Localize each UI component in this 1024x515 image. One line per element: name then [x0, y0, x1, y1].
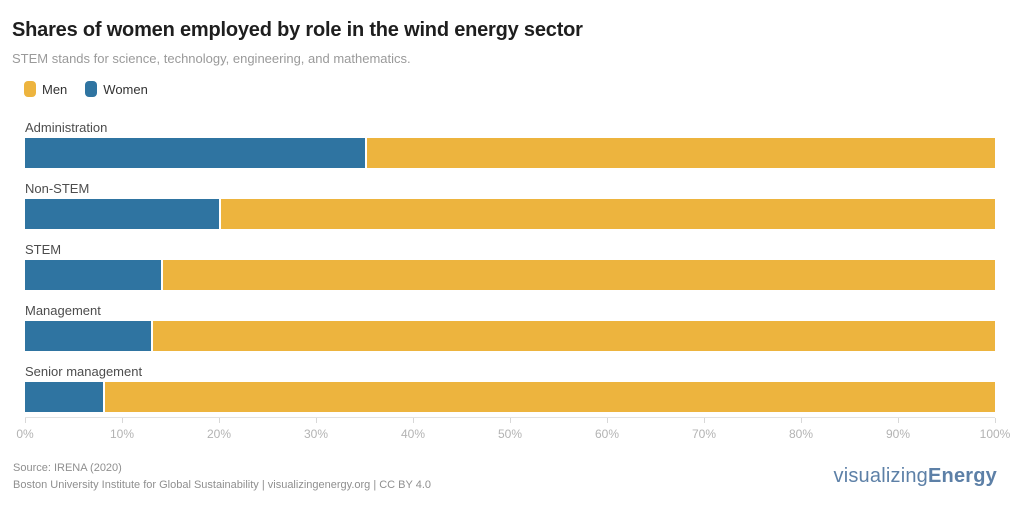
logo-text-normal: visualizing [833, 465, 928, 487]
axis-tick-label: 100% [979, 427, 1011, 441]
legend: Men Women [24, 81, 1024, 97]
axis-tick-label: 20% [206, 427, 232, 441]
source-note: Source: IRENA (2020) [13, 462, 122, 474]
chart-row: Senior management [25, 364, 995, 412]
stacked-bar [25, 260, 995, 290]
bar-segment-men [364, 138, 995, 168]
legend-label: Men [42, 81, 68, 97]
stacked-bar [25, 321, 995, 351]
page-subtitle: STEM stands for science, technology, eng… [12, 51, 411, 66]
axis-tick [801, 418, 802, 423]
axis-tick [898, 418, 899, 423]
bar-segment-women [25, 199, 219, 229]
axis-tick [995, 418, 996, 423]
axis-tick-label: 0% [16, 427, 34, 441]
bar-label: Management [25, 303, 101, 318]
axis-tick [25, 418, 26, 423]
visualizing-energy-logo: visualizingEnergy [834, 465, 997, 488]
chart-header: Shares of women employed by role in the … [0, 0, 1024, 66]
bar-label: Administration [25, 120, 108, 135]
bar-segment-women [25, 138, 365, 168]
axis-tick [316, 418, 317, 423]
chart-row: STEM [25, 242, 995, 290]
stacked-bar [25, 138, 995, 168]
axis-tick-label: 60% [594, 427, 620, 441]
legend-label: Women [103, 81, 148, 97]
axis-tick [413, 418, 414, 423]
axis-tick [219, 418, 220, 423]
axis-tick-label: 40% [400, 427, 426, 441]
axis-tick-label: 10% [109, 427, 135, 441]
bar-label: Senior management [25, 364, 143, 379]
bar-label: STEM [25, 242, 62, 257]
axis-tick [704, 418, 705, 423]
stacked-bar-chart: Administration Non-STEM STEM Management Seni… [25, 120, 995, 412]
axis-tick-label: 90% [885, 427, 911, 441]
x-axis: 0% 10% 20% 30% 40% 50% 60% 70% 80% 90% 100% [16, 417, 1010, 451]
bar-segment-women [25, 321, 152, 351]
legend-swatch-men [24, 81, 36, 97]
chart-row: Non-STEM [25, 181, 995, 229]
axis-tick [607, 418, 608, 423]
axis-tick [122, 418, 123, 423]
bar-segment-women [25, 382, 103, 412]
footer: Source: IRENA (2020) Boston University I… [13, 460, 431, 494]
page-title: Shares of women employed by role in the … [12, 19, 583, 41]
bar-segment-men [160, 260, 995, 290]
bar-segment-women [25, 260, 161, 290]
bar-segment-men [151, 321, 995, 351]
logo-text-bold: Energy [927, 465, 997, 487]
chart-row: Management [25, 303, 995, 351]
legend-item-men: Men [24, 81, 67, 97]
axis-tick-label: 50% [497, 427, 523, 441]
axis-tick [510, 418, 511, 423]
bar-segment-men [219, 199, 995, 229]
axis-tick-label: 70% [691, 427, 717, 441]
legend-item-women: Women [85, 81, 148, 97]
stacked-bar [25, 382, 995, 412]
bar-segment-men [102, 382, 995, 412]
chart-row: Administration [25, 120, 995, 168]
legend-swatch-women [85, 81, 98, 97]
axis-tick-label: 80% [788, 427, 814, 441]
axis-tick-label: 30% [303, 427, 329, 441]
attribution-note: Boston University Institute for Global S… [13, 479, 432, 491]
stacked-bar [25, 199, 995, 229]
bar-label: Non-STEM [25, 181, 90, 196]
